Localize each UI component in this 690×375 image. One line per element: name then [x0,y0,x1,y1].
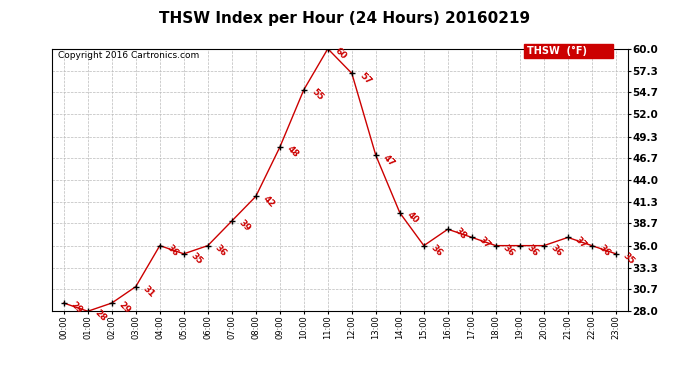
Text: 36: 36 [598,243,613,258]
Text: THSW  (°F): THSW (°F) [527,46,587,56]
Text: 39: 39 [237,218,253,234]
Text: 37: 37 [573,235,589,250]
Text: 40: 40 [406,210,421,225]
Text: Copyright 2016 Cartronics.com: Copyright 2016 Cartronics.com [57,51,199,60]
Text: 36: 36 [166,243,181,258]
Text: 31: 31 [141,284,157,299]
Text: THSW Index per Hour (24 Hours) 20160219: THSW Index per Hour (24 Hours) 20160219 [159,11,531,26]
Text: 35: 35 [189,251,204,266]
Text: 36: 36 [549,243,564,258]
Text: 36: 36 [429,243,444,258]
Text: 60: 60 [333,46,348,61]
Text: 55: 55 [309,87,324,102]
Text: 47: 47 [382,153,397,168]
Text: 36: 36 [213,243,228,258]
Text: 38: 38 [453,226,469,242]
Text: 36: 36 [502,243,517,258]
Text: 57: 57 [357,70,373,86]
Text: 48: 48 [286,144,301,160]
Text: 42: 42 [262,194,277,209]
Text: 36: 36 [525,243,541,258]
Text: 35: 35 [622,251,637,266]
Text: 37: 37 [477,235,493,250]
Text: 28: 28 [93,309,108,324]
FancyBboxPatch shape [524,44,613,58]
Text: 29: 29 [117,300,132,315]
Text: 29: 29 [69,300,85,315]
